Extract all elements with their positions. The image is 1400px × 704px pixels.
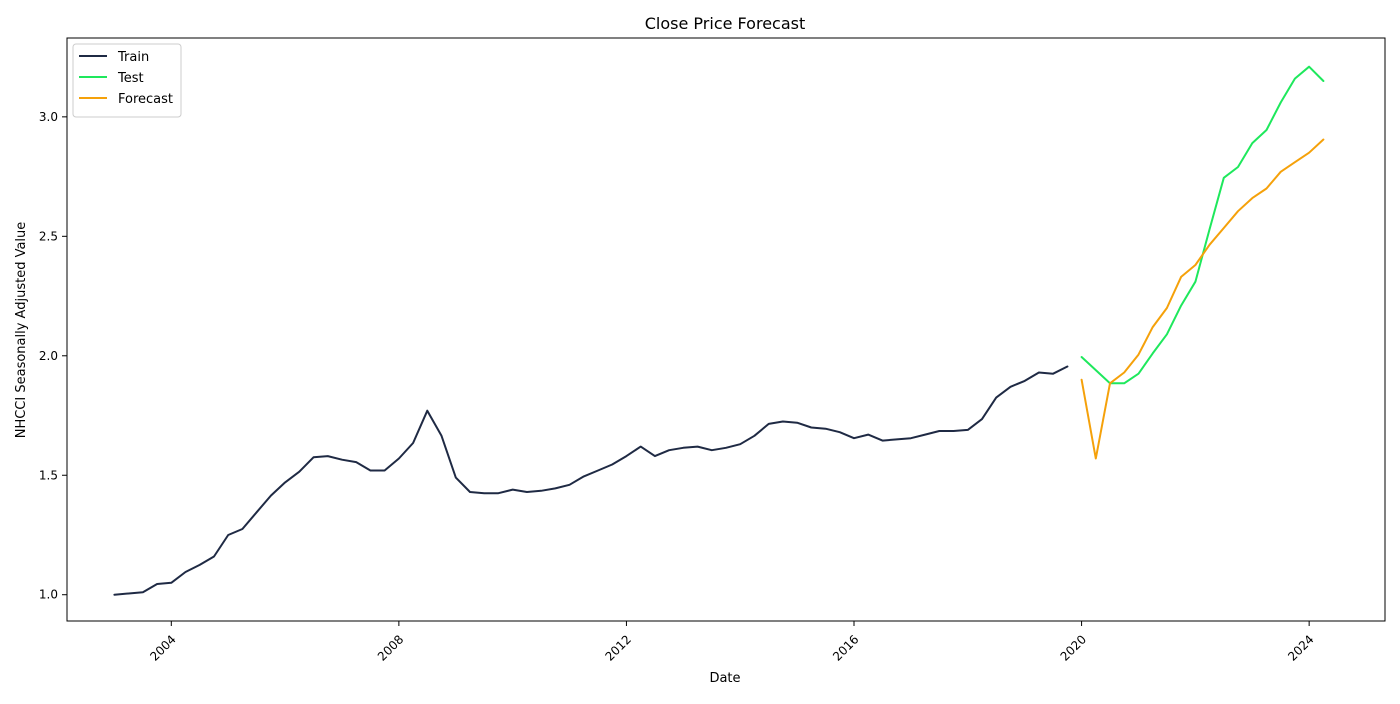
y-tick-label: 2.5 — [39, 229, 58, 243]
legend: Train Test Forecast — [72, 43, 182, 118]
legend-label-forecast: Forecast — [118, 92, 173, 107]
series-line-forecast — [1080, 138, 1325, 460]
plot-area — [113, 65, 1325, 596]
y-tick-label: 2.0 — [39, 349, 58, 363]
axes-frame — [66, 37, 1386, 622]
x-tick-label: 2024 — [1285, 632, 1316, 663]
y-tick-label: 1.0 — [39, 588, 58, 602]
x-axis-title: Date — [709, 671, 740, 686]
y-axis-title: NHCCI Seasonally Adjusted Value — [14, 222, 29, 439]
x-tick-label: 2016 — [830, 632, 861, 663]
x-tick-label: 2020 — [1058, 632, 1089, 663]
legend-label-train: Train — [117, 50, 149, 65]
x-tick-label: 2012 — [602, 632, 633, 663]
series-line-test — [1080, 65, 1325, 385]
x-tick-label: 2004 — [147, 632, 178, 663]
x-tick-label: 2008 — [375, 632, 406, 663]
legend-label-test: Test — [117, 71, 144, 86]
axes: 2004 2008 2012 2016 2020 2024 1.0 1.5 2.0 2.5 3.0 — [39, 37, 1386, 664]
chart-title: Close Price Forecast — [645, 14, 806, 33]
series-line-train — [113, 365, 1069, 596]
y-tick-label: 3.0 — [39, 110, 58, 124]
y-tick-label: 1.5 — [39, 468, 58, 482]
